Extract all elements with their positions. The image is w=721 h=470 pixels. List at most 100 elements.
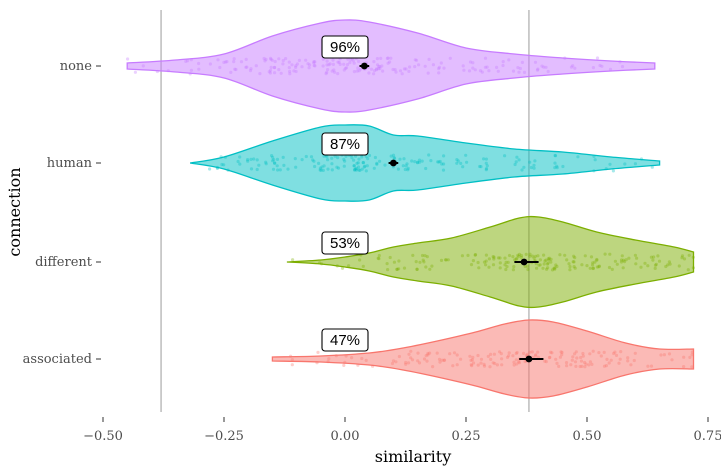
point-different	[484, 263, 488, 267]
point-associated	[560, 353, 564, 357]
point-different	[395, 267, 399, 271]
point-associated	[604, 364, 609, 368]
point-none	[189, 58, 193, 62]
percent-label-different: 53%	[330, 235, 360, 252]
point-human	[401, 164, 405, 168]
point-human	[513, 162, 517, 167]
point-different	[535, 266, 539, 270]
point-human	[352, 158, 356, 162]
point-none	[373, 69, 377, 73]
point-none	[393, 68, 397, 72]
point-human	[360, 155, 364, 159]
point-human	[532, 163, 536, 167]
point-none	[473, 68, 477, 72]
point-associated	[560, 350, 564, 355]
point-none	[225, 60, 229, 64]
point-associated	[543, 359, 547, 363]
point-none	[600, 64, 604, 68]
point-different	[622, 260, 627, 264]
point-different	[425, 255, 429, 259]
point-associated	[451, 364, 455, 368]
point-associated	[523, 359, 527, 364]
point-human	[322, 164, 326, 168]
point-different	[583, 254, 587, 258]
point-none	[402, 67, 407, 71]
point-different	[595, 258, 599, 262]
points-none	[126, 56, 625, 76]
point-associated	[581, 351, 585, 356]
point-none	[306, 62, 310, 66]
point-associated	[690, 353, 694, 357]
point-associated	[448, 352, 452, 356]
point-human	[317, 161, 321, 165]
point-none	[325, 59, 329, 63]
point-none	[324, 72, 328, 76]
point-human	[326, 158, 330, 162]
point-associated	[409, 349, 413, 353]
point-associated	[422, 357, 427, 361]
point-none	[313, 64, 317, 68]
point-associated	[564, 361, 569, 365]
point-different	[538, 263, 542, 267]
point-none	[224, 60, 228, 64]
x-tick-label: 0.25	[452, 429, 481, 444]
point-none	[400, 72, 404, 76]
point-associated	[371, 364, 375, 368]
point-different	[591, 266, 595, 271]
point-human	[410, 159, 414, 163]
point-human	[555, 166, 559, 170]
point-different	[503, 256, 507, 260]
point-different	[563, 253, 567, 257]
point-associated	[667, 352, 672, 356]
point-none	[273, 71, 277, 75]
point-associated	[479, 361, 483, 365]
point-associated	[489, 352, 493, 356]
point-associated	[397, 354, 401, 359]
point-different	[621, 258, 626, 262]
point-none	[356, 66, 360, 70]
point-associated	[583, 360, 587, 365]
point-none	[357, 59, 361, 64]
violin-human	[189, 124, 661, 202]
point-none	[229, 70, 233, 74]
point-associated	[587, 363, 591, 367]
point-none	[284, 57, 288, 61]
point-associated	[492, 352, 496, 356]
point-different	[484, 259, 488, 263]
point-human	[238, 162, 242, 166]
point-none	[414, 58, 419, 62]
point-human	[275, 157, 280, 161]
point-none	[495, 65, 499, 69]
point-human	[361, 160, 365, 165]
point-different	[624, 258, 628, 262]
point-different	[653, 266, 657, 270]
point-none	[338, 62, 342, 66]
point-different	[680, 256, 684, 260]
point-human	[436, 160, 440, 164]
point-human	[246, 159, 250, 163]
point-none	[377, 64, 381, 69]
point-none	[263, 59, 267, 63]
point-different	[686, 268, 690, 272]
point-associated	[479, 357, 484, 361]
point-different	[418, 260, 422, 264]
point-different	[503, 263, 507, 267]
point-different	[484, 253, 488, 257]
point-none	[394, 70, 398, 74]
point-none	[325, 63, 329, 67]
point-none	[295, 62, 299, 66]
point-different	[504, 267, 508, 272]
point-different	[516, 253, 520, 257]
point-human	[441, 168, 446, 172]
point-associated	[565, 364, 569, 368]
point-different	[504, 260, 508, 264]
point-associated	[581, 354, 585, 358]
point-none	[244, 57, 248, 62]
point-associated	[548, 355, 552, 359]
point-different	[652, 255, 656, 259]
point-different	[571, 260, 575, 264]
point-none	[468, 60, 473, 64]
point-associated	[534, 354, 538, 358]
point-none	[359, 67, 363, 71]
